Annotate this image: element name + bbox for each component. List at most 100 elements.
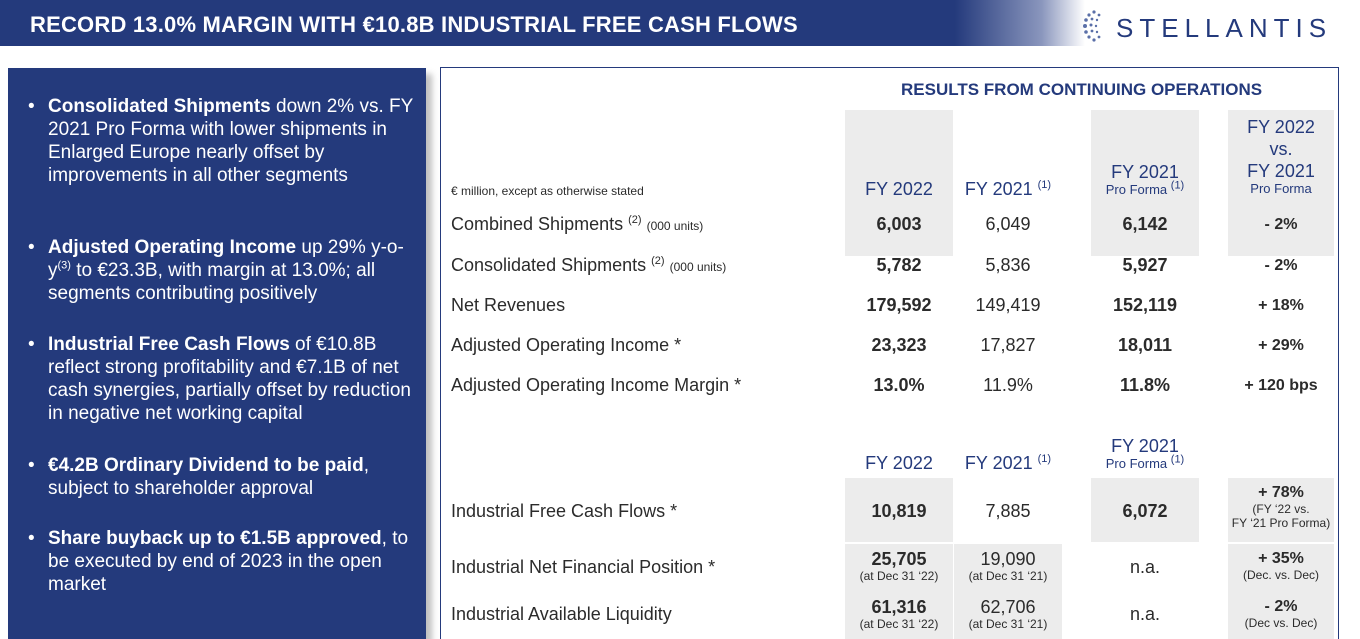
bullet-dot: • [28, 237, 35, 258]
cell-proforma: 5,927 [1122, 255, 1168, 275]
cell-fy2021: 11.9% [983, 375, 1033, 395]
change-header-line1: FY 2022 [1247, 117, 1315, 137]
cell-proforma: n.a. [1129, 557, 1161, 577]
bullet-bold: Consolidated Shipments [48, 96, 271, 117]
cell-fy2021: 7,885 [985, 501, 1031, 521]
cell-fy2021: 5,836 [985, 255, 1031, 275]
change-header-line4: Pro Forma [1250, 181, 1312, 196]
col-header-fy2021: FY 2021 (1) [954, 452, 1062, 474]
row-label: Adjusted Operating Income Margin * [451, 375, 742, 395]
proforma-col-shade-ifcf [1091, 478, 1199, 542]
cell-fy2022: 13.0% [873, 375, 925, 395]
cell-proforma: 6,142 [1122, 214, 1168, 234]
row-unit: (000 units) [669, 260, 727, 274]
stellantis-dots-icon [1083, 10, 1101, 42]
row-label: Consolidated Shipments (2) (000 units) [451, 255, 726, 276]
units-note: € million, except as otherwise stated [451, 184, 644, 198]
change-note: (Dec vs. Dec) [1244, 616, 1318, 630]
change-note: FY ‘21 Pro Forma) [1231, 516, 1331, 530]
row-label: Industrial Available Liquidity [451, 604, 672, 624]
fy2022-col-shade-bottom [845, 544, 953, 639]
footnote-ref: (3) [57, 259, 71, 272]
col-header-change: FY 2022 vs. FY 2021 Pro Forma [1228, 116, 1334, 196]
bullet-text: , subject to shareholder approval [48, 455, 369, 499]
col-header-fy2021-label: FY 2021 [964, 453, 1033, 473]
cell-note: (at Dec 31 ‘22) [859, 569, 939, 583]
logo-wordmark: STELLANTIS [1116, 13, 1333, 43]
fy2021-col-shade-bottom [954, 544, 1062, 639]
cell-change: - 2% [1264, 257, 1298, 274]
cell-proforma: 6,072 [1122, 501, 1168, 521]
cell-fy2022: 10,819 [871, 501, 927, 521]
cell-change: + 78% (FY ‘22 vs. FY ‘21 Pro Forma) [1228, 484, 1334, 530]
bullet-text: up 29% y-o-y [48, 237, 404, 281]
fy2022-col-shade-ifcf [845, 478, 953, 542]
bullet-text: of €10.8B reflect strong profitability a… [48, 334, 411, 424]
row-unit: (000 units) [646, 219, 704, 233]
row-label: Adjusted Operating Income * [451, 335, 682, 355]
cell-change: - 2% [1264, 216, 1298, 233]
change-header-line2: vs. [1269, 139, 1293, 159]
row-label: Industrial Free Cash Flows * [451, 501, 678, 521]
cell-change: + 29% [1258, 337, 1304, 354]
stellantis-logo: STELLANTIS [1080, 6, 1350, 48]
col-header-proforma: FY 2021 Pro Forma (1) [1091, 161, 1199, 197]
bullet-text: to €23.3B, with margin at 13.0%; all seg… [48, 260, 376, 304]
bullet-dot: • [28, 528, 35, 549]
cell-fy2022: 23,323 [871, 335, 927, 355]
cell-proforma: 152,119 [1112, 295, 1178, 315]
change-col-shade-ifcf [1228, 478, 1334, 542]
footnote-ref: (1) [1170, 179, 1185, 192]
change-col-shade-bottom [1228, 544, 1334, 639]
change-col-shade-top [1228, 110, 1334, 256]
cell-change: - 2% (Dec vs. Dec) [1228, 598, 1334, 630]
col-header-fy2021: FY 2021 (1) [954, 178, 1062, 200]
cell-change: + 35% (Dec. vs. Dec) [1228, 550, 1334, 582]
cell-fy2021: 17,827 [980, 335, 1036, 355]
cell-note: (at Dec 31 ‘22) [859, 617, 939, 631]
cell-proforma: 18,011 [1117, 335, 1173, 355]
results-table: RESULTS FROM CONTINUING OPERATIONS € mil… [440, 67, 1339, 639]
change-note: (Dec. vs. Dec) [1242, 568, 1319, 582]
cell-change: + 120 bps [1244, 377, 1318, 394]
change-value: + 35% [1258, 550, 1304, 567]
cell-proforma: 11.8% [1119, 375, 1171, 395]
cell-fy2022: 61,316 (at Dec 31 ‘22) [845, 597, 953, 631]
cell-note: (at Dec 31 ‘21) [968, 569, 1048, 583]
cell-fy2021: 149,419 [975, 295, 1041, 315]
proforma-sub-label: Pro Forma [1105, 456, 1168, 471]
cell-fy2021: 19,090 (at Dec 31 ‘21) [954, 549, 1062, 583]
bullet-bold: Share buyback up to €1.5B approved [48, 528, 382, 549]
bullet-bold: €4.2B Ordinary Dividend to be paid [48, 455, 364, 476]
col-header-fy2022: FY 2022 [865, 179, 933, 199]
cell-proforma: n.a. [1129, 604, 1161, 624]
section-title: RESULTS FROM CONTINUING OPERATIONS [901, 80, 1263, 99]
bullet-bold: Industrial Free Cash Flows [48, 334, 290, 355]
footnote-ref: (2) [651, 255, 665, 267]
bullet-dot: • [28, 334, 35, 355]
change-header-line3: FY 2021 [1247, 161, 1315, 181]
col-header-fy2021-label: FY 2021 [964, 179, 1033, 199]
cell-fy2021: 6,049 [985, 214, 1031, 234]
cell-fy2022: 25,705 (at Dec 31 ‘22) [845, 549, 953, 583]
col-header-proforma-label: FY 2021 [1111, 436, 1179, 456]
bullet-dot: • [28, 96, 35, 117]
highlights-panel: • Consolidated Shipments down 2% vs. FY … [8, 68, 426, 639]
proforma-col-shade-top [1091, 110, 1199, 256]
page-title: RECORD 13.0% MARGIN WITH €10.8B INDUSTRI… [30, 12, 798, 37]
col-header-fy2022: FY 2022 [865, 453, 933, 473]
row-label-text: Consolidated Shipments [451, 255, 647, 275]
cell-value: 62,706 [980, 597, 1036, 617]
row-label-text: Combined Shipments [451, 214, 624, 234]
fy2022-col-shade-top [845, 110, 953, 256]
footnote-ref: (1) [1037, 179, 1052, 191]
change-value: + 78% [1258, 484, 1304, 501]
col-header-proforma: FY 2021 Pro Forma (1) [1091, 435, 1199, 471]
change-note: (FY ‘22 vs. [1252, 502, 1310, 516]
cell-fy2022: 6,003 [876, 214, 922, 234]
row-label: Combined Shipments (2) (000 units) [451, 214, 703, 235]
col-header-proforma-sub: Pro Forma (1) [1091, 453, 1199, 471]
col-header-proforma-sub: Pro Forma (1) [1091, 179, 1199, 197]
footnote-ref: (1) [1170, 453, 1185, 466]
title-bar: RECORD 13.0% MARGIN WITH €10.8B INDUSTRI… [0, 0, 1085, 46]
